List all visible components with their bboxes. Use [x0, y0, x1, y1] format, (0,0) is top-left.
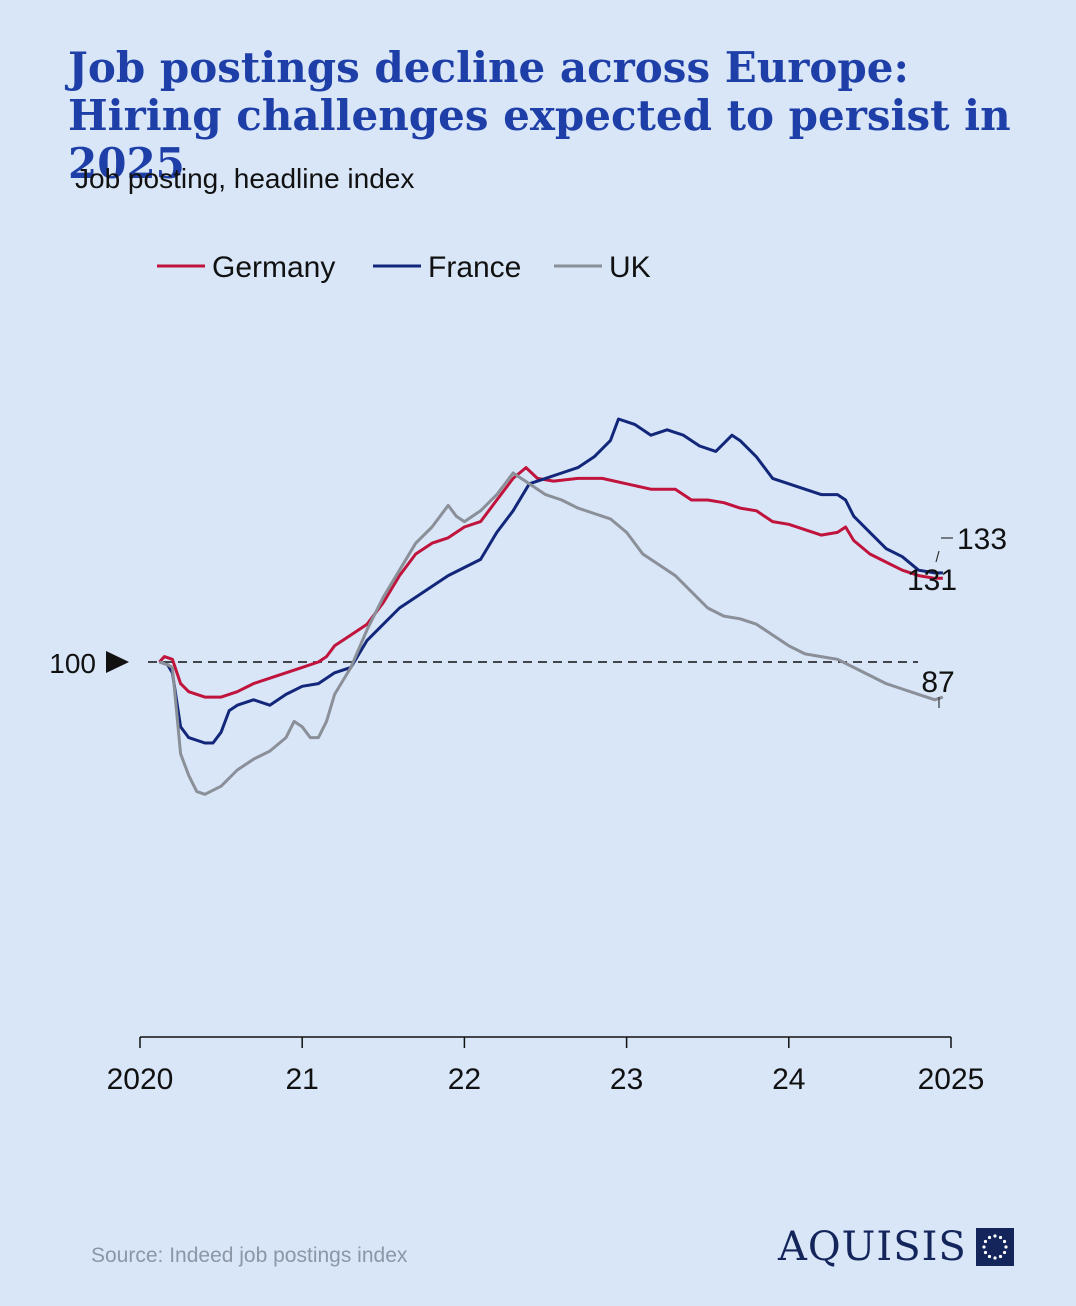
end-label-germany: 131	[907, 564, 957, 597]
series-line-france	[159, 417, 943, 745]
x-tick-label: 2025	[918, 1063, 985, 1096]
legend-label-france: France	[428, 251, 521, 284]
eu-stars-icon	[975, 1228, 1014, 1266]
end-label-uk: 87	[921, 666, 954, 699]
chart-legend: Germany France UK	[157, 251, 651, 284]
x-tick-label: 23	[610, 1063, 643, 1096]
x-tick-label: 22	[448, 1063, 481, 1096]
chart-subtitle: Job posting, headline index	[75, 163, 415, 194]
reference-label: 100	[49, 648, 96, 679]
x-axis: 2020 21 22 23 24 2025	[107, 1036, 985, 1096]
end-leader-germany	[935, 550, 940, 563]
brand-logo: AQUISIS	[778, 1224, 1015, 1270]
x-tick-label: 21	[286, 1063, 319, 1096]
legend-label-uk: UK	[609, 251, 651, 284]
page-title: Job postings decline across Europe: Hiri…	[68, 43, 1011, 188]
series-line-germany	[158, 466, 943, 699]
source-note: Source: Indeed job postings index	[91, 1244, 408, 1267]
series-lines	[158, 417, 944, 796]
reference-line-group: 100	[49, 648, 918, 679]
legend-label-germany: Germany	[212, 251, 335, 284]
x-tick-label: 24	[772, 1063, 805, 1096]
x-tick-label: 2020	[107, 1063, 174, 1096]
series-line-uk	[159, 471, 944, 796]
reference-arrow-icon	[106, 651, 129, 673]
end-label-france: 133	[957, 523, 1007, 556]
brand-name: AQUISIS	[778, 1224, 967, 1270]
